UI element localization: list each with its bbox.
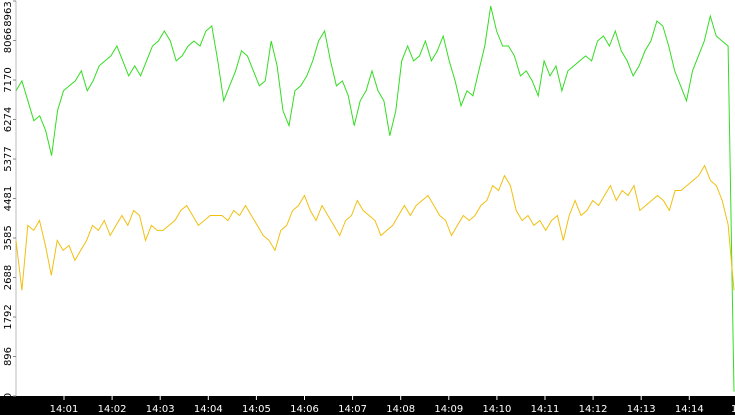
- y-tick-label: 2688: [3, 265, 14, 290]
- x-tick-label: 14:13: [627, 404, 656, 415]
- y-tick-label: 1792: [3, 304, 14, 329]
- x-tick-label: 14:06: [290, 404, 319, 415]
- x-tick-label: 14:12: [579, 404, 608, 415]
- x-tick-label: 14:05: [242, 404, 271, 415]
- y-tick-label: 8066: [3, 28, 14, 53]
- x-tick-label: 14:10: [482, 404, 511, 415]
- x-tick-label: 14:03: [146, 404, 175, 415]
- y-tick-label: 4481: [3, 186, 14, 211]
- y-tick-label: 7170: [3, 67, 14, 92]
- y-tick-label: 3585: [3, 225, 14, 250]
- x-tick-label: 14:08: [386, 404, 415, 415]
- y-tick-label: 6274: [3, 107, 14, 132]
- x-tick-label: 14:11: [531, 404, 560, 415]
- x-tick-label: 14:04: [194, 404, 223, 415]
- y-tick-label: 8963: [3, 1, 14, 26]
- x-tick-label: 14:07: [338, 404, 367, 415]
- y-tick-label: 5377: [3, 146, 14, 171]
- y-tick-label: 0: [3, 393, 14, 399]
- x-tick-label: 14:02: [98, 404, 127, 415]
- x-tick-label: 14: [731, 404, 735, 415]
- line-series: [15, 164, 735, 291]
- x-tick-label: 14:09: [434, 404, 463, 415]
- x-tick-label: 14:14: [675, 404, 704, 415]
- line-series: [15, 5, 735, 392]
- x-axis-bar: [0, 396, 735, 415]
- y-tick-label: 896: [3, 347, 14, 366]
- x-tick-label: 14:01: [50, 404, 79, 415]
